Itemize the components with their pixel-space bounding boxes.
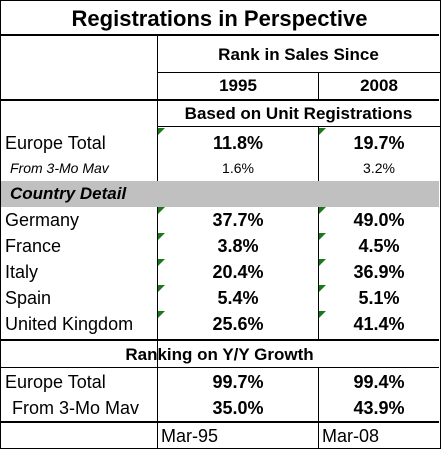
growth-3mo-2008: 43.9% (353, 398, 405, 418)
growth-europe-label: Europe Total (5, 372, 106, 392)
comment-marker-icon (158, 128, 165, 135)
country-2008-value: 49.0% (353, 210, 405, 230)
country-1995-value: 3.8% (217, 236, 259, 256)
country-label: Spain (5, 288, 52, 308)
country-2008-value: 5.1% (358, 288, 400, 308)
growth-3mo-label: From 3-Mo Mav (12, 398, 140, 418)
from-3mo-2008: 3.2% (363, 160, 395, 176)
europe-total-1995: 11.8% (212, 133, 264, 153)
country-label: Germany (5, 210, 80, 230)
country-1995-value: 25.6% (212, 314, 264, 334)
from-3mo-1995: 1.6% (222, 160, 254, 176)
country-label: United Kingdom (5, 314, 134, 334)
table-title: Registrations in Perspective (71, 6, 368, 31)
country-label: France (5, 236, 62, 256)
unit-registrations-header: Based on Unit Registrations (184, 104, 413, 123)
comment-marker-icon (158, 285, 165, 292)
comment-marker-icon (319, 311, 326, 318)
year-2008-header: 2008 (360, 76, 398, 95)
comment-marker-icon (319, 128, 326, 135)
comment-marker-icon (158, 311, 165, 318)
country-2008-value: 41.4% (353, 314, 405, 334)
comment-marker-icon (158, 233, 165, 240)
europe-total-2008: 19.7% (353, 133, 405, 153)
country-detail-label: Country Detail (10, 184, 127, 203)
comment-marker-icon (319, 233, 326, 240)
from-3mo-label: From 3-Mo Mav (10, 160, 109, 176)
rank-header: Rank in Sales Since (218, 45, 379, 64)
comment-marker-icon (319, 285, 326, 292)
growth-europe-2008: 99.4% (353, 372, 405, 392)
country-2008-value: 4.5% (358, 236, 400, 256)
country-1995-value: 5.4% (217, 288, 259, 308)
country-1995-value: 37.7% (212, 210, 264, 230)
comment-marker-icon (158, 207, 165, 214)
footer-date-2008: Mar-08 (322, 426, 380, 446)
country-1995-value: 20.4% (212, 262, 264, 282)
europe-total-label: Europe Total (5, 133, 106, 153)
footer-date-1995: Mar-95 (161, 426, 219, 446)
country-2008-value: 36.9% (353, 262, 405, 282)
comment-marker-icon (158, 259, 165, 266)
year-1995-header: 1995 (219, 76, 257, 95)
country-detail-band (1, 181, 439, 207)
country-label: Italy (5, 262, 39, 282)
growth-3mo-1995: 35.0% (212, 398, 264, 418)
comment-marker-icon (319, 207, 326, 214)
growth-header: Ranking on Y/Y Growth (125, 345, 314, 364)
growth-europe-1995: 99.7% (212, 372, 264, 392)
comment-marker-icon (319, 259, 326, 266)
